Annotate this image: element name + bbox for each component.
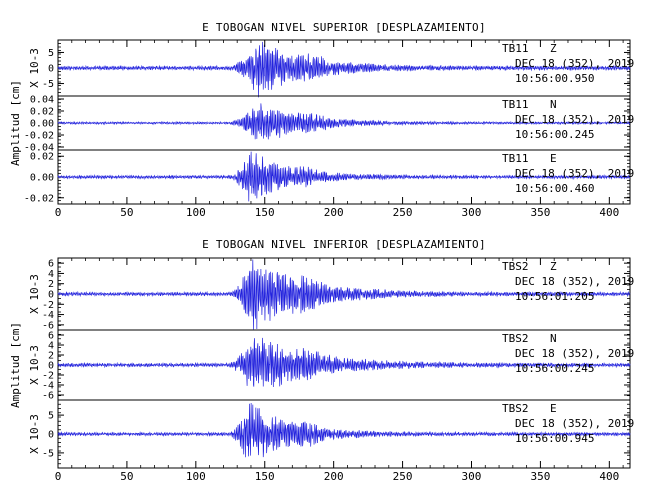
y-tick-label: 0 [48, 430, 54, 441]
trace-station: TBS2 [502, 402, 529, 415]
panel-title: E TOBOGAN NIVEL SUPERIOR [DESPLAZAMIENTO… [202, 21, 486, 34]
scale-label: X 10-3 [28, 345, 41, 385]
x-tick-label: 100 [186, 470, 206, 483]
y-tick-label: -0.02 [24, 131, 54, 142]
trace-component: Z [550, 260, 557, 273]
trace-station: TB11 [502, 98, 529, 111]
y-tick-label: 2 [48, 279, 54, 290]
trace-time: 10:56:00.460 [515, 182, 594, 195]
x-tick-label: 150 [255, 470, 275, 483]
trace-station: TB11 [502, 42, 529, 55]
scale-label: X 10-3 [28, 274, 41, 314]
trace-component: N [550, 98, 557, 111]
waveform-tb11-e [57, 151, 631, 202]
x-tick-label: 200 [324, 470, 344, 483]
x-tick-label: 250 [393, 206, 413, 219]
x-tick-label: 200 [324, 206, 344, 219]
x-tick-label: 0 [55, 206, 62, 219]
trace-component: Z [550, 42, 557, 55]
y-tick-label: 4 [48, 341, 54, 352]
y-axis-label: Amplitud [cm] [9, 80, 22, 166]
y-tick-label: 0.04 [30, 95, 54, 106]
x-tick-label: 0 [55, 470, 62, 483]
y-axis-label: Amplitud [cm] [9, 322, 22, 408]
y-tick-label: -2 [42, 371, 54, 382]
y-tick-label: -0.04 [24, 143, 54, 154]
trace-time: 10:56:01.205 [515, 290, 594, 303]
y-tick-label: 6 [48, 331, 54, 342]
y-tick-label: 0.02 [30, 152, 54, 163]
plot-frame [57, 39, 631, 205]
x-tick-label: 250 [393, 470, 413, 483]
x-tick-label: 300 [462, 470, 482, 483]
waveform-tbs2-z [57, 259, 631, 330]
y-tick-label: 0.00 [30, 119, 54, 130]
trace-station: TBS2 [502, 332, 529, 345]
y-tick-label: 2 [48, 351, 54, 362]
y-tick-label: 0.00 [30, 173, 54, 184]
trace-date: DEC 18 (352), 2019 [515, 57, 634, 70]
trace-date: DEC 18 (352), 2019 [515, 347, 634, 360]
waveform-tbs2-e [57, 402, 631, 458]
waveform-tb11-n [57, 103, 631, 140]
y-tick-label: 0 [48, 361, 54, 372]
trace-time: 10:56:00.945 [515, 432, 594, 445]
y-tick-label: 0 [48, 290, 54, 301]
trace-time: 10:56:00.245 [515, 128, 594, 141]
waveform-tbs2-n [57, 337, 631, 387]
y-tick-label: 0 [48, 64, 54, 75]
x-tick-label: 350 [530, 470, 550, 483]
panel-title: E TOBOGAN NIVEL INFERIOR [DESPLAZAMIENTO… [202, 238, 486, 251]
trace-date: DEC 18 (352), 2019 [515, 113, 634, 126]
y-tick-label: -4 [42, 381, 54, 392]
y-tick-label: 4 [48, 269, 54, 280]
trace-time: 10:56:00.245 [515, 362, 594, 375]
x-tick-label: 150 [255, 206, 275, 219]
trace-date: DEC 18 (352), 2019 [515, 417, 634, 430]
y-tick-label: 5 [48, 411, 54, 422]
y-tick-label: 6 [48, 259, 54, 270]
trace-component: E [550, 402, 557, 415]
plot-frame [57, 257, 631, 469]
y-tick-label: -0.02 [24, 193, 54, 204]
trace-station: TBS2 [502, 260, 529, 273]
x-tick-label: 350 [530, 206, 550, 219]
trace-component: N [550, 332, 557, 345]
trace-station: TB11 [502, 152, 529, 165]
waveform-tb11-z [57, 41, 631, 98]
y-tick-label: -5 [42, 79, 54, 90]
y-tick-label: -5 [42, 448, 54, 459]
x-tick-label: 50 [120, 206, 133, 219]
y-tick-label: -6 [42, 391, 54, 402]
y-tick-label: -2 [42, 300, 54, 311]
trace-time: 10:56:00.950 [515, 72, 594, 85]
scale-label: X 10-3 [28, 414, 41, 454]
x-tick-label: 300 [462, 206, 482, 219]
y-tick-label: 0.02 [30, 107, 54, 118]
x-tick-label: 50 [120, 470, 133, 483]
scale-label: X 10-3 [28, 48, 41, 88]
trace-date: DEC 18 (352), 2019 [515, 275, 634, 288]
y-tick-label: 5 [48, 48, 54, 59]
trace-component: E [550, 152, 557, 165]
x-tick-label: 100 [186, 206, 206, 219]
x-tick-label: 400 [599, 206, 619, 219]
y-tick-label: -6 [42, 320, 54, 331]
trace-date: DEC 18 (352), 2019 [515, 167, 634, 180]
y-tick-label: -4 [42, 310, 54, 321]
x-tick-label: 400 [599, 470, 619, 483]
